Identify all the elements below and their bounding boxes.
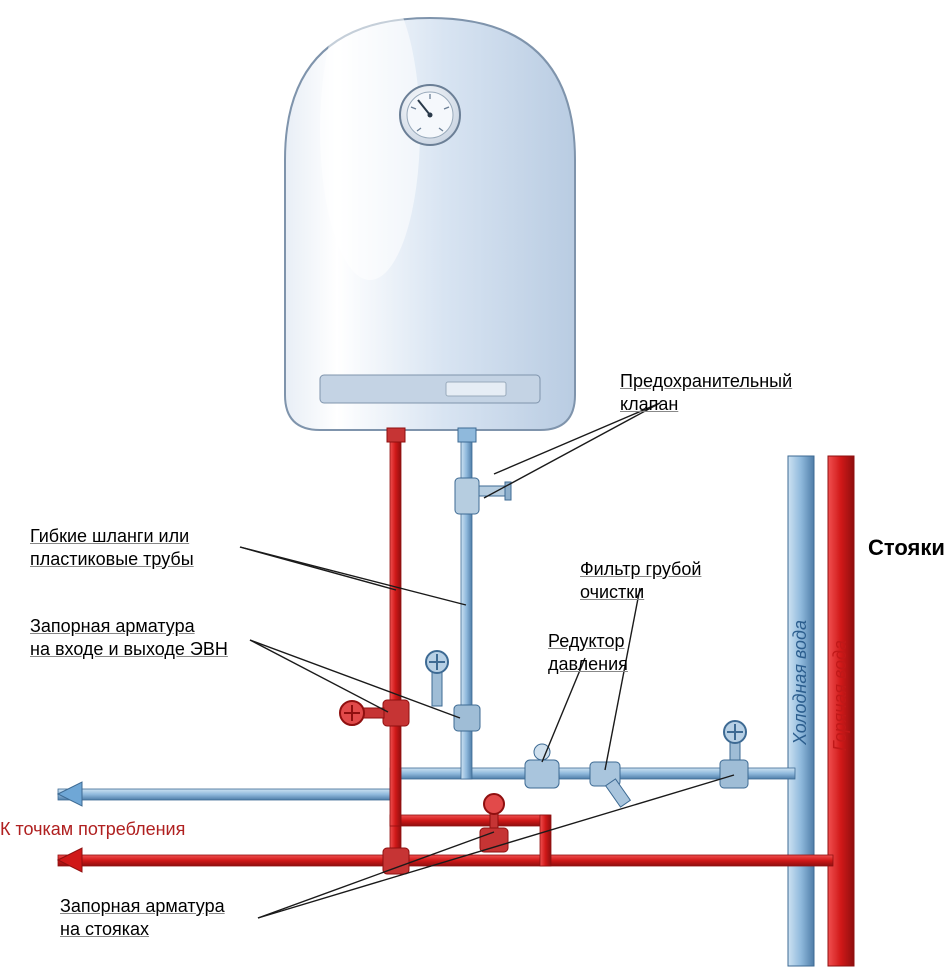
arrow-hot-consumer (58, 848, 82, 872)
safety-valve (455, 478, 511, 514)
pressure-reducer (525, 744, 559, 788)
temperature-gauge (400, 85, 460, 145)
arrow-cold-consumer (58, 782, 82, 806)
label-hot-water: Горячая вода (830, 640, 851, 751)
label-cold-water: Холодная вода (790, 620, 811, 745)
label-risers-title: Стояки (868, 535, 945, 561)
diagram-canvas: Предохранительный клапан Гибкие шланги и… (0, 0, 950, 968)
water-heater-tank (285, 0, 575, 430)
label-filter: Фильтр грубой очистки (580, 558, 701, 603)
pipe-hot-mid (390, 815, 550, 826)
label-to-points: К точкам потребления (0, 818, 185, 841)
outlet-cold (458, 428, 476, 442)
label-shutoff-io: Запорная арматура на входе и выходе ЭВН (30, 615, 228, 660)
pipe-hot-down (390, 432, 401, 826)
label-reducer: Редуктор давления (548, 630, 628, 675)
label-safety-valve: Предохранительный клапан (620, 370, 792, 415)
label-flex-hoses: Гибкие шланги или пластиковые трубы (30, 525, 194, 570)
valve-hot-inlet (340, 700, 409, 726)
tee-hot (383, 848, 409, 874)
outlet-hot (387, 428, 405, 442)
pipe-hot-vjoin (540, 815, 551, 866)
pipe-hot-consumer (58, 855, 833, 866)
pipe-cold-consumer (58, 789, 398, 800)
label-shutoff-risers: Запорная арматура на стояках (60, 895, 225, 940)
